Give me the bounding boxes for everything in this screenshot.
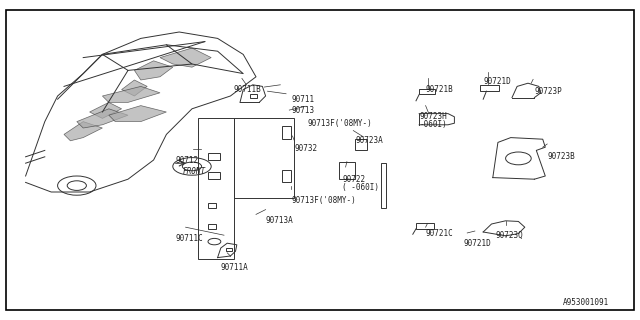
Polygon shape: [77, 109, 128, 128]
Text: 90712: 90712: [176, 156, 199, 164]
Text: 90723B: 90723B: [547, 152, 575, 161]
Text: 90723A: 90723A: [355, 136, 383, 145]
Text: 90723P: 90723P: [534, 87, 562, 96]
Text: 90711B: 90711B: [234, 85, 261, 94]
Text: 90711C: 90711C: [176, 234, 204, 243]
Bar: [208, 172, 220, 179]
Text: 90711: 90711: [291, 95, 314, 104]
Text: 90713F('08MY-): 90713F('08MY-): [307, 119, 372, 128]
Bar: [234, 118, 294, 198]
Polygon shape: [109, 106, 166, 122]
Bar: [226, 248, 232, 251]
Text: 90723Q: 90723Q: [496, 231, 524, 240]
Text: 90721B: 90721B: [426, 85, 453, 94]
Text: 90722: 90722: [342, 175, 365, 184]
Bar: [282, 126, 291, 139]
Text: 90711A: 90711A: [221, 263, 248, 272]
Text: 90713A: 90713A: [266, 216, 293, 225]
Polygon shape: [134, 61, 173, 80]
Text: 90713F('08MY-): 90713F('08MY-): [291, 196, 356, 204]
Bar: [198, 118, 234, 259]
Text: 90721D: 90721D: [483, 77, 511, 86]
Bar: [250, 94, 257, 98]
Text: 90732: 90732: [294, 144, 317, 153]
Bar: [381, 163, 386, 208]
Bar: [208, 224, 216, 229]
Bar: [416, 223, 434, 229]
Text: 90721C: 90721C: [426, 229, 453, 238]
Polygon shape: [102, 86, 160, 102]
Bar: [355, 139, 367, 150]
Text: 90721D: 90721D: [464, 239, 492, 248]
Bar: [419, 89, 435, 94]
Text: FRONT: FRONT: [182, 167, 205, 176]
Polygon shape: [160, 48, 211, 67]
Text: 90723H: 90723H: [419, 112, 447, 121]
Text: 90713: 90713: [291, 106, 314, 115]
Text: A953001091: A953001091: [563, 298, 609, 307]
Bar: [480, 85, 499, 91]
Bar: [282, 170, 291, 182]
Polygon shape: [90, 102, 122, 118]
Bar: [208, 203, 216, 208]
Polygon shape: [122, 80, 147, 96]
Text: ( -060I): ( -060I): [342, 183, 380, 192]
Bar: [208, 153, 220, 160]
Polygon shape: [64, 122, 102, 141]
Bar: [339, 162, 355, 179]
Text: -060I): -060I): [419, 120, 447, 129]
